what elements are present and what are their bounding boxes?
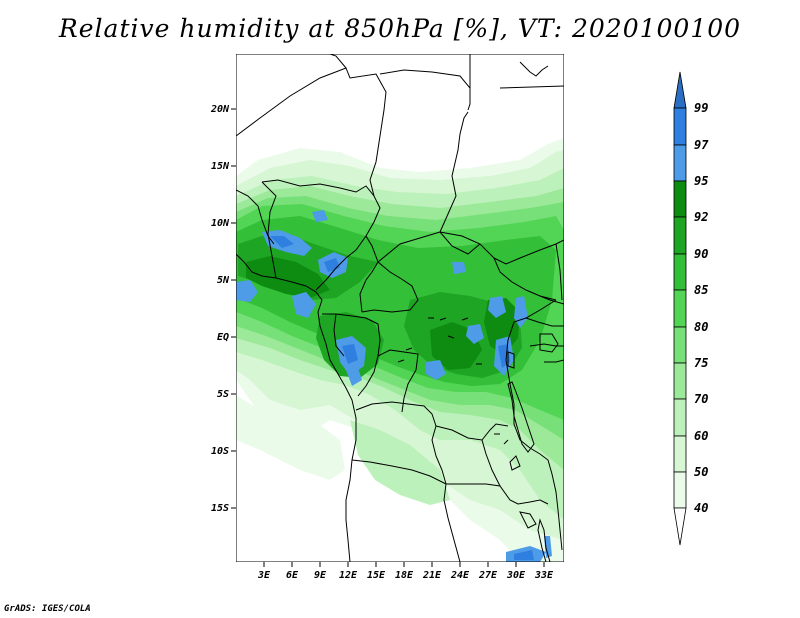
lat-label: 15N bbox=[211, 161, 230, 172]
colorbar-swatch bbox=[673, 289, 687, 328]
lon-label: 9E bbox=[314, 570, 327, 581]
map-area bbox=[236, 54, 564, 562]
colorbar-top-arrow bbox=[673, 71, 687, 109]
lon-label: 12E bbox=[339, 570, 358, 581]
colorbar-legend bbox=[673, 71, 687, 546]
lake-tanganyika bbox=[507, 381, 535, 453]
lon-label: 27E bbox=[478, 570, 498, 581]
colorbar-label: 92 bbox=[694, 210, 708, 224]
colorbar-label: 50 bbox=[694, 465, 708, 479]
colorbar-swatch bbox=[673, 144, 687, 182]
lon-label: 15E bbox=[367, 570, 386, 581]
lake-kivu bbox=[507, 351, 515, 369]
colorbar-label: 99 bbox=[694, 101, 708, 115]
humidity-field-40-south bbox=[236, 395, 345, 480]
colorbar-swatch bbox=[673, 180, 687, 218]
colorbar-swatch bbox=[673, 471, 687, 509]
coastline-west bbox=[236, 253, 357, 562]
colorbar-label: 40 bbox=[694, 501, 708, 515]
lat-label: EQ bbox=[217, 332, 229, 343]
colorbar-labels: 99 97 95 92 90 85 80 75 70 60 50 40 bbox=[694, 101, 709, 515]
colorbar-swatch bbox=[673, 435, 687, 473]
lat-label: 10S bbox=[211, 446, 229, 457]
map-title: Relative humidity at 850hPa [%], VT: 202… bbox=[58, 14, 742, 43]
colorbar-label: 80 bbox=[694, 320, 708, 334]
colorbar-swatch bbox=[673, 253, 687, 291]
colorbar-swatch bbox=[673, 398, 687, 437]
lat-label: 5N bbox=[217, 275, 230, 286]
lon-label: 3E bbox=[257, 570, 271, 581]
colorbar-label: 90 bbox=[694, 247, 708, 261]
colorbar-label: 97 bbox=[694, 138, 709, 152]
country-borders bbox=[236, 54, 564, 562]
colorbar-label: 70 bbox=[694, 392, 708, 406]
colorbar-bottom-arrow bbox=[673, 507, 687, 546]
lat-label: 20N bbox=[210, 104, 230, 115]
lon-label: 24E bbox=[450, 570, 470, 581]
lon-label: 18E bbox=[395, 570, 414, 581]
longitude-axis: 3E 6E 9E 12E 15E 18E 21E 24E 27E 30E 33E bbox=[257, 562, 554, 581]
grads-credit: GrADS: IGES/COLA bbox=[4, 604, 91, 614]
colorbar-label: 60 bbox=[694, 429, 708, 443]
rivers bbox=[397, 317, 509, 445]
lon-label: 33E bbox=[534, 570, 554, 581]
lon-label: 6E bbox=[286, 570, 299, 581]
colorbar-swatch bbox=[673, 216, 687, 255]
colorbar-swatch bbox=[673, 326, 687, 364]
humidity-field-95 bbox=[236, 210, 552, 562]
colorbar-swatch bbox=[673, 362, 687, 400]
lake-victoria bbox=[539, 333, 559, 353]
lon-label: 21E bbox=[422, 570, 442, 581]
lake-malawi bbox=[537, 518, 551, 562]
lat-label: 15S bbox=[211, 503, 229, 514]
lat-label: 10N bbox=[211, 218, 230, 229]
latitude-axis: 20N 15N 10N 5N EQ 5S 10S 15S bbox=[210, 104, 236, 514]
lat-label: 5S bbox=[217, 389, 229, 400]
lon-label: 30E bbox=[506, 570, 526, 581]
humidity-field-60-south bbox=[350, 420, 450, 505]
colorbar-label: 95 bbox=[694, 174, 708, 188]
colorbar-label: 75 bbox=[694, 356, 708, 370]
colorbar-swatch bbox=[673, 107, 687, 146]
colorbar-label: 85 bbox=[694, 283, 708, 297]
